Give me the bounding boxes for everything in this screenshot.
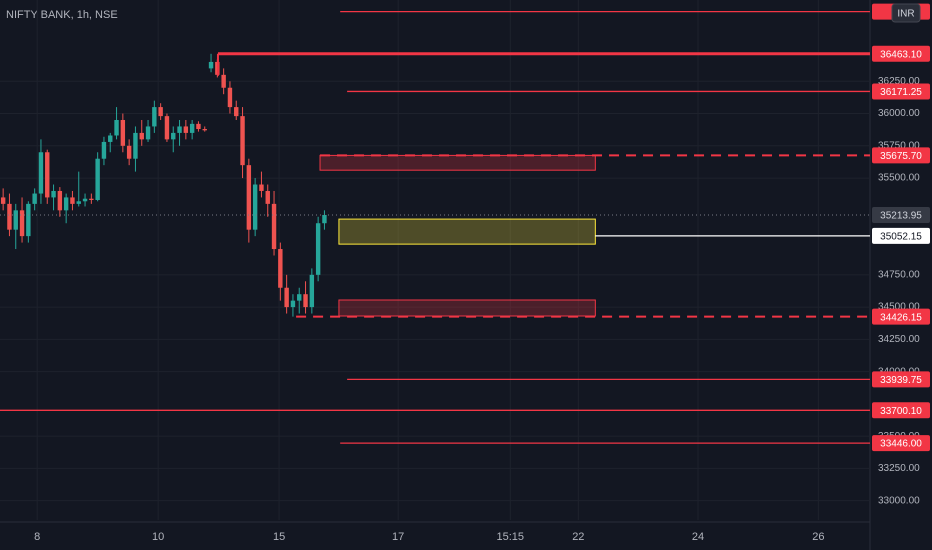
candle-body (120, 120, 126, 146)
candle-body (259, 184, 264, 191)
level-label-box (872, 45, 930, 62)
candle-body (95, 158, 100, 200)
level-label-box (872, 227, 930, 244)
candle-body (315, 223, 321, 275)
candle-body (234, 107, 239, 117)
candle-body (183, 126, 189, 133)
candle-body (284, 287, 289, 308)
candle-body (271, 203, 277, 250)
x-tick-label: 24 (692, 531, 704, 543)
candle-body (63, 197, 69, 211)
candle-body (108, 135, 113, 142)
candle-body (290, 300, 296, 308)
candle-body (297, 294, 302, 301)
level-label-box (872, 435, 930, 452)
level-label-box (872, 402, 930, 419)
candle-body (196, 123, 201, 130)
candle-body (208, 61, 214, 69)
y-tick-label: 33250.00 (878, 463, 920, 474)
level-label: 33700.10 (880, 406, 922, 417)
candle-body (7, 203, 12, 230)
level-label: 35052.15 (880, 231, 922, 242)
y-tick-label: 33000.00 (878, 495, 920, 506)
candle-body (126, 145, 132, 159)
y-tick-label: 36250.00 (878, 76, 920, 87)
x-tick-label: 15:15 (497, 531, 525, 543)
candle-body (309, 274, 315, 308)
candle-body (221, 74, 226, 88)
level-label: 34426.15 (880, 312, 922, 323)
level-label: 33446.00 (880, 439, 922, 450)
candle-body (19, 210, 25, 237)
candle-body (240, 116, 245, 166)
x-tick-label: 15 (273, 531, 285, 543)
zone (338, 218, 596, 245)
candle-body (189, 123, 195, 133)
candle-body (265, 190, 270, 204)
x-tick-label: 22 (572, 531, 584, 543)
zone (338, 299, 596, 317)
y-tick-label: 35500.00 (878, 173, 920, 184)
candle-body (76, 201, 81, 204)
candle-body (139, 132, 144, 140)
y-tick-label: 34750.00 (878, 269, 920, 280)
y-tick-label: 34500.00 (878, 302, 920, 313)
currency-badge (891, 3, 921, 23)
candle-body (82, 198, 88, 202)
level-label: 36171.25 (880, 87, 922, 98)
level-label-box (872, 308, 930, 325)
candle-body (246, 165, 252, 230)
candle-body (303, 294, 308, 308)
x-tick-label: 10 (152, 531, 164, 543)
candle-body (133, 132, 138, 159)
candle-body (145, 126, 151, 140)
candle-body (278, 249, 283, 288)
candle-body (101, 141, 107, 159)
candle-body (171, 132, 176, 140)
candle-body (202, 129, 207, 131)
candle-body (0, 197, 6, 204)
candle-body (51, 190, 56, 198)
candle-body (164, 116, 170, 140)
candle-body (13, 210, 18, 230)
candle-body (38, 152, 44, 194)
last-price-box (872, 206, 930, 223)
candle-body (322, 214, 327, 224)
candle-body (114, 120, 119, 136)
last-price-label: 35213.95 (880, 211, 922, 222)
chart-title: NIFTY BANK, 1h, NSE (6, 9, 118, 21)
candle-body (70, 197, 75, 204)
level-label-box (872, 371, 930, 388)
currency-label: INR (897, 9, 914, 20)
x-tick-label: 26 (812, 531, 824, 543)
level-label: 33939.75 (880, 375, 922, 386)
candle-body (152, 107, 157, 127)
x-tick-label: 8 (34, 531, 40, 543)
zone (319, 154, 596, 171)
level-label: 35675.70 (880, 151, 922, 162)
candle-body (45, 152, 50, 198)
y-tick-label: 36000.00 (878, 108, 920, 119)
candle-body (252, 184, 258, 230)
candle-body (26, 203, 31, 237)
x-tick-label: 17 (392, 531, 404, 543)
y-tick-label: 34250.00 (878, 334, 920, 345)
candle-body (227, 87, 233, 108)
candle-body (158, 107, 163, 117)
candle-body (57, 190, 63, 211)
level-label: 36463.10 (880, 49, 922, 60)
candle-body (177, 126, 182, 133)
level-label-box (872, 83, 930, 100)
candle-body (32, 193, 37, 204)
candle-body (89, 198, 94, 200)
level-label-box (872, 147, 930, 164)
y-tick-label: 35750.00 (878, 140, 920, 151)
